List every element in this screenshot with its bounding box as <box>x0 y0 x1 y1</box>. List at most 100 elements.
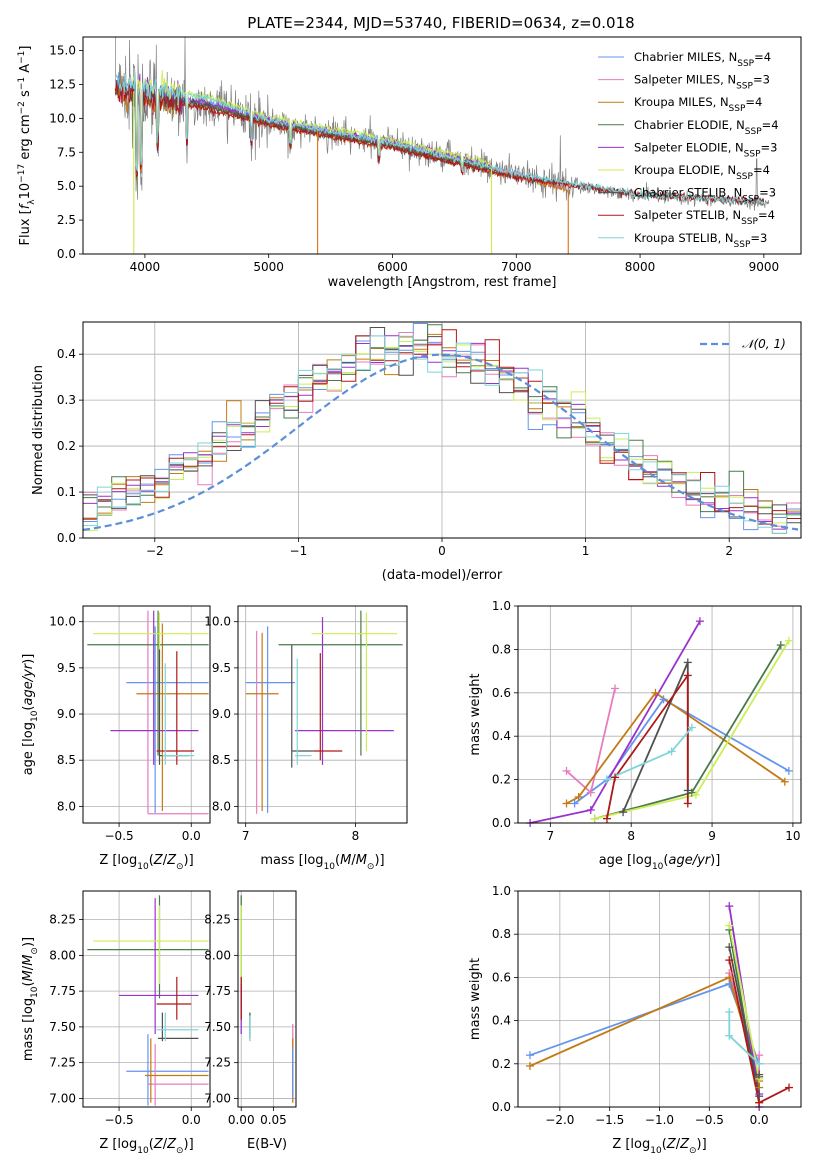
plot-area <box>114 37 770 254</box>
y-tick-label: 8.0 <box>212 799 231 813</box>
x-tick-label: 9 <box>708 829 716 843</box>
legend-label: Kroupa STELIB, NSSP=3 <box>634 231 767 250</box>
legend-label: 𝒩(0, 1) <box>742 337 786 351</box>
weight-marker <box>691 790 700 799</box>
weight-marker <box>619 808 628 817</box>
y-tick-label: 0.1 <box>57 485 76 499</box>
weight-marker <box>725 943 734 952</box>
y-tick-label: 8.5 <box>57 753 76 767</box>
x-axis-label: Z [log10(Z/Z⊙)] <box>99 853 193 872</box>
weight-marker <box>780 777 789 786</box>
axes-frame <box>82 890 211 1108</box>
weight-marker <box>611 773 620 782</box>
y-tick-label: 0.4 <box>492 1014 511 1028</box>
weight-line-chabrier-miles <box>529 982 760 1065</box>
x-tick-label: 0.05 <box>260 1113 287 1127</box>
axes-frame <box>517 890 802 1108</box>
axes-frame <box>237 890 297 1108</box>
y-tick-label: 8.25 <box>204 913 231 927</box>
histogram-salpeter-stelib <box>83 329 801 525</box>
y-axis-label: Normed distribution <box>31 365 46 495</box>
y-tick-label: 1.0 <box>492 599 511 613</box>
y-tick-label: 7.50 <box>49 1020 76 1034</box>
y-tick-label: 8.25 <box>49 913 76 927</box>
panel-residuals: −2 −1 0 1 2 0.0 0.1 0.2 0.3 0.4 𝒩(0, 1) (data-model… <box>31 321 802 583</box>
panel-age_vs_mass: 7 8 8.0 8.5 9.0 9.5 10.0 mass [log10(M/M⊙)] <box>204 605 408 872</box>
x-tick-label: 7 <box>547 829 555 843</box>
x-tick-label: 5000 <box>253 260 284 274</box>
plot-area <box>238 606 407 823</box>
y-tick-label: 15.0 <box>49 44 76 58</box>
x-tick-label: −0.5 <box>105 1113 134 1127</box>
panel-mass_vs_Z: −0.5 0.0 7.00 7.25 7.50 7.75 8.00 8.25 Z [log10(… <box>21 890 211 1156</box>
y-tick-label: 7.00 <box>204 1091 231 1105</box>
weight-marker <box>784 636 793 645</box>
weight-marker <box>695 617 704 626</box>
weight-marker <box>755 1051 764 1060</box>
plot-area <box>518 606 801 823</box>
weight-marker <box>525 1061 534 1070</box>
panel-mass_vs_EBV: 0.00 0.05 7.00 7.25 7.50 7.75 8.00 8.25 E(B-V) <box>204 890 297 1152</box>
x-tick-label: −0.5 <box>105 829 134 843</box>
x-axis-label: E(B-V) <box>247 1137 287 1152</box>
plot-area <box>83 891 210 1107</box>
weight-marker <box>683 786 692 795</box>
plot-area <box>83 322 801 538</box>
y-tick-label: 10.0 <box>49 615 76 629</box>
panel-spectrum: 4000 5000 6000 7000 8000 9000 0.0 2.5 5.0 7.5 10.0… <box>17 36 802 290</box>
y-tick-label: 8.5 <box>212 753 231 767</box>
x-axis-label: wavelength [Angstrom, rest frame] <box>328 275 557 290</box>
y-tick-label: 0.0 <box>57 247 76 261</box>
y-axis-label: Flux [fλ10−17 erg cm−2 s−1 A−1] <box>17 46 37 246</box>
weight-marker <box>683 671 692 680</box>
x-tick-label: 0 <box>438 544 446 558</box>
x-tick-label: 8 <box>352 829 360 843</box>
legend-label: Salpeter ELODIE, NSSP=3 <box>634 140 777 159</box>
x-tick-label: 7 <box>242 829 250 843</box>
y-axis-label: mass weight <box>468 958 483 1040</box>
histogram-kroupa-stelib <box>83 335 801 534</box>
weight-line-chabrier-stelib <box>728 947 760 1097</box>
panel-weight_vs_age: 7 8 9 10 0.0 0.2 0.4 0.6 0.8 1.0 age [log10(age/yr… <box>468 599 802 872</box>
x-tick-label: 0.0 <box>750 1113 769 1127</box>
weight-marker <box>755 1070 764 1079</box>
y-tick-label: 0.4 <box>492 729 511 743</box>
legend-label: Salpeter STELIB, NSSP=4 <box>634 208 775 227</box>
legend-label: Kroupa MILES, NSSP=4 <box>634 95 762 114</box>
y-tick-label: 0.0 <box>492 816 511 830</box>
x-tick-label: 0.0 <box>182 1113 201 1127</box>
x-axis-label: mass [log10(M/M⊙)] <box>260 853 384 872</box>
y-axis-label: age [log10(age/yr)] <box>21 654 40 776</box>
x-tick-label: −2.0 <box>545 1113 574 1127</box>
x-tick-label: 1 <box>582 544 590 558</box>
legend-label: Chabrier STELIB, NSSP=3 <box>634 186 776 205</box>
y-tick-label: 9.5 <box>212 661 231 675</box>
y-tick-label: 7.25 <box>204 1056 231 1070</box>
weight-marker <box>725 1031 734 1040</box>
x-axis-label: Z [log10(Z/Z⊙)] <box>612 1137 706 1156</box>
legend: 𝒩(0, 1) <box>700 337 786 351</box>
weight-marker <box>755 1059 764 1068</box>
weight-marker <box>667 747 676 756</box>
axes-frame <box>82 36 802 255</box>
y-tick-label: 7.00 <box>49 1091 76 1105</box>
weight-marker <box>687 788 696 797</box>
weight-marker <box>602 814 611 823</box>
y-tick-label: 0.6 <box>492 970 511 984</box>
x-tick-label: −0.5 <box>695 1113 724 1127</box>
weight-marker <box>776 641 785 650</box>
weight-marker <box>725 902 734 911</box>
y-tick-label: 0.8 <box>492 642 511 656</box>
y-axis-label: mass weight <box>468 673 483 755</box>
weight-line-salpeter-stelib <box>606 672 689 819</box>
y-tick-label: 0.6 <box>492 686 511 700</box>
y-tick-label: 9.5 <box>57 661 76 675</box>
x-tick-label: −1 <box>290 544 308 558</box>
y-tick-label: 0.2 <box>57 439 76 453</box>
panel-age_vs_Z: −0.5 0.0 8.0 8.5 9.0 9.5 10.0 Z [log10(Z/Z⊙)] ag… <box>21 605 211 872</box>
legend-label: Salpeter MILES, NSSP=3 <box>634 73 770 92</box>
weight-line-kroupa-miles <box>529 976 760 1088</box>
y-tick-label: 0.0 <box>492 1100 511 1114</box>
weight-marker <box>590 814 599 823</box>
